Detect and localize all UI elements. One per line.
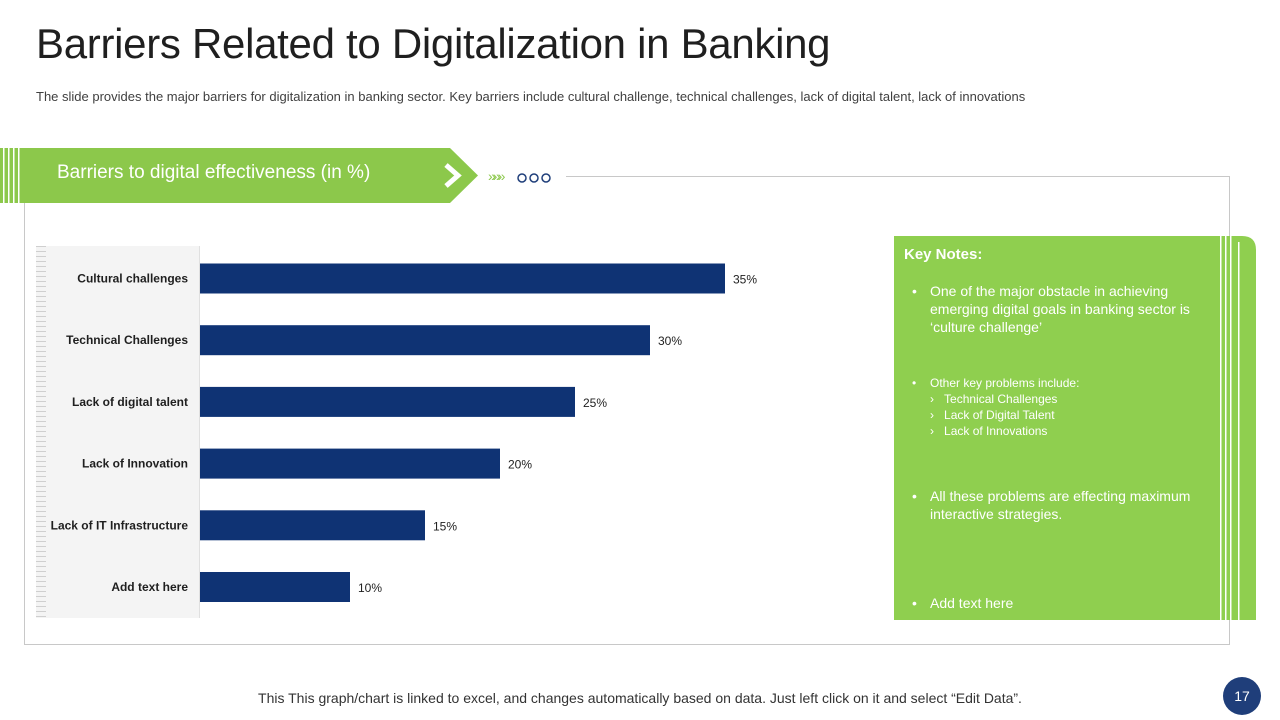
sub-marker-icon: › (930, 424, 934, 438)
key-notes-panel (894, 236, 1220, 620)
category-label: Lack of IT Infrastructure (51, 518, 189, 532)
bar (200, 448, 500, 479)
bullet-icon: • (912, 595, 917, 611)
banner-label: Barriers to digital effectiveness (in %) (57, 162, 371, 183)
note-subitem: › Technical Challenges (930, 391, 1057, 407)
category-label: Lack of digital talent (72, 395, 188, 409)
chart-frame-top-line (566, 176, 1229, 177)
bullet-icon: • (912, 488, 917, 504)
bar (200, 510, 425, 541)
data-label: 10% (358, 581, 382, 595)
note-text: All these problems are effecting maximum… (930, 488, 1191, 522)
category-label: Cultural challenges (77, 272, 188, 286)
key-notes-stripes (1216, 236, 1256, 620)
bar (200, 572, 350, 602)
bar (200, 386, 575, 417)
section-banner (0, 148, 478, 203)
category-label: Add text here (111, 580, 188, 594)
sub-marker-icon: › (930, 408, 934, 422)
note-subitem-text: Technical Challenges (944, 392, 1058, 406)
data-label: 35% (733, 273, 757, 287)
note-subitem-text: Lack of Innovations (944, 424, 1048, 438)
chevron-right-icon (444, 163, 462, 188)
bar (200, 325, 650, 356)
page-number-badge: 17 (1223, 677, 1261, 715)
page-subtitle: The slide provides the major barriers fo… (36, 89, 1026, 104)
category-label: Lack of Innovation (82, 457, 188, 471)
chart-tick-strip (36, 246, 46, 618)
data-label: 30% (658, 334, 682, 348)
data-label: 15% (433, 519, 457, 533)
note-text: Other key problems include: (930, 376, 1080, 390)
footer-text: This This graph/chart is linked to excel… (258, 690, 1022, 706)
note-text: One of the major obstacle in achieving e… (930, 283, 1190, 335)
bullet-icon: • (912, 376, 917, 390)
note-subitem: › Lack of Digital Talent (930, 407, 1055, 423)
footer-note: This This graph/chart is linked to excel… (0, 690, 1280, 706)
category-label: Technical Challenges (66, 333, 188, 347)
dots-decoration-icon (517, 173, 551, 183)
data-label: 25% (583, 396, 607, 410)
page-title: Barriers Related to Digitalization in Ba… (36, 20, 831, 67)
chart-label-panel (36, 246, 200, 618)
note-subitem-text: Lack of Digital Talent (944, 408, 1055, 422)
bullet-icon: • (912, 283, 917, 299)
sub-marker-icon: › (930, 392, 934, 406)
note-text: Add text here (930, 595, 1014, 611)
chart-axis-line (199, 246, 200, 618)
data-label: 20% (508, 458, 532, 472)
bar (200, 263, 725, 294)
note-subitem: › Lack of Innovations (930, 423, 1047, 439)
chevrons-decoration-icon: »»» (488, 168, 505, 184)
key-notes-title: Key Notes: (904, 246, 983, 263)
